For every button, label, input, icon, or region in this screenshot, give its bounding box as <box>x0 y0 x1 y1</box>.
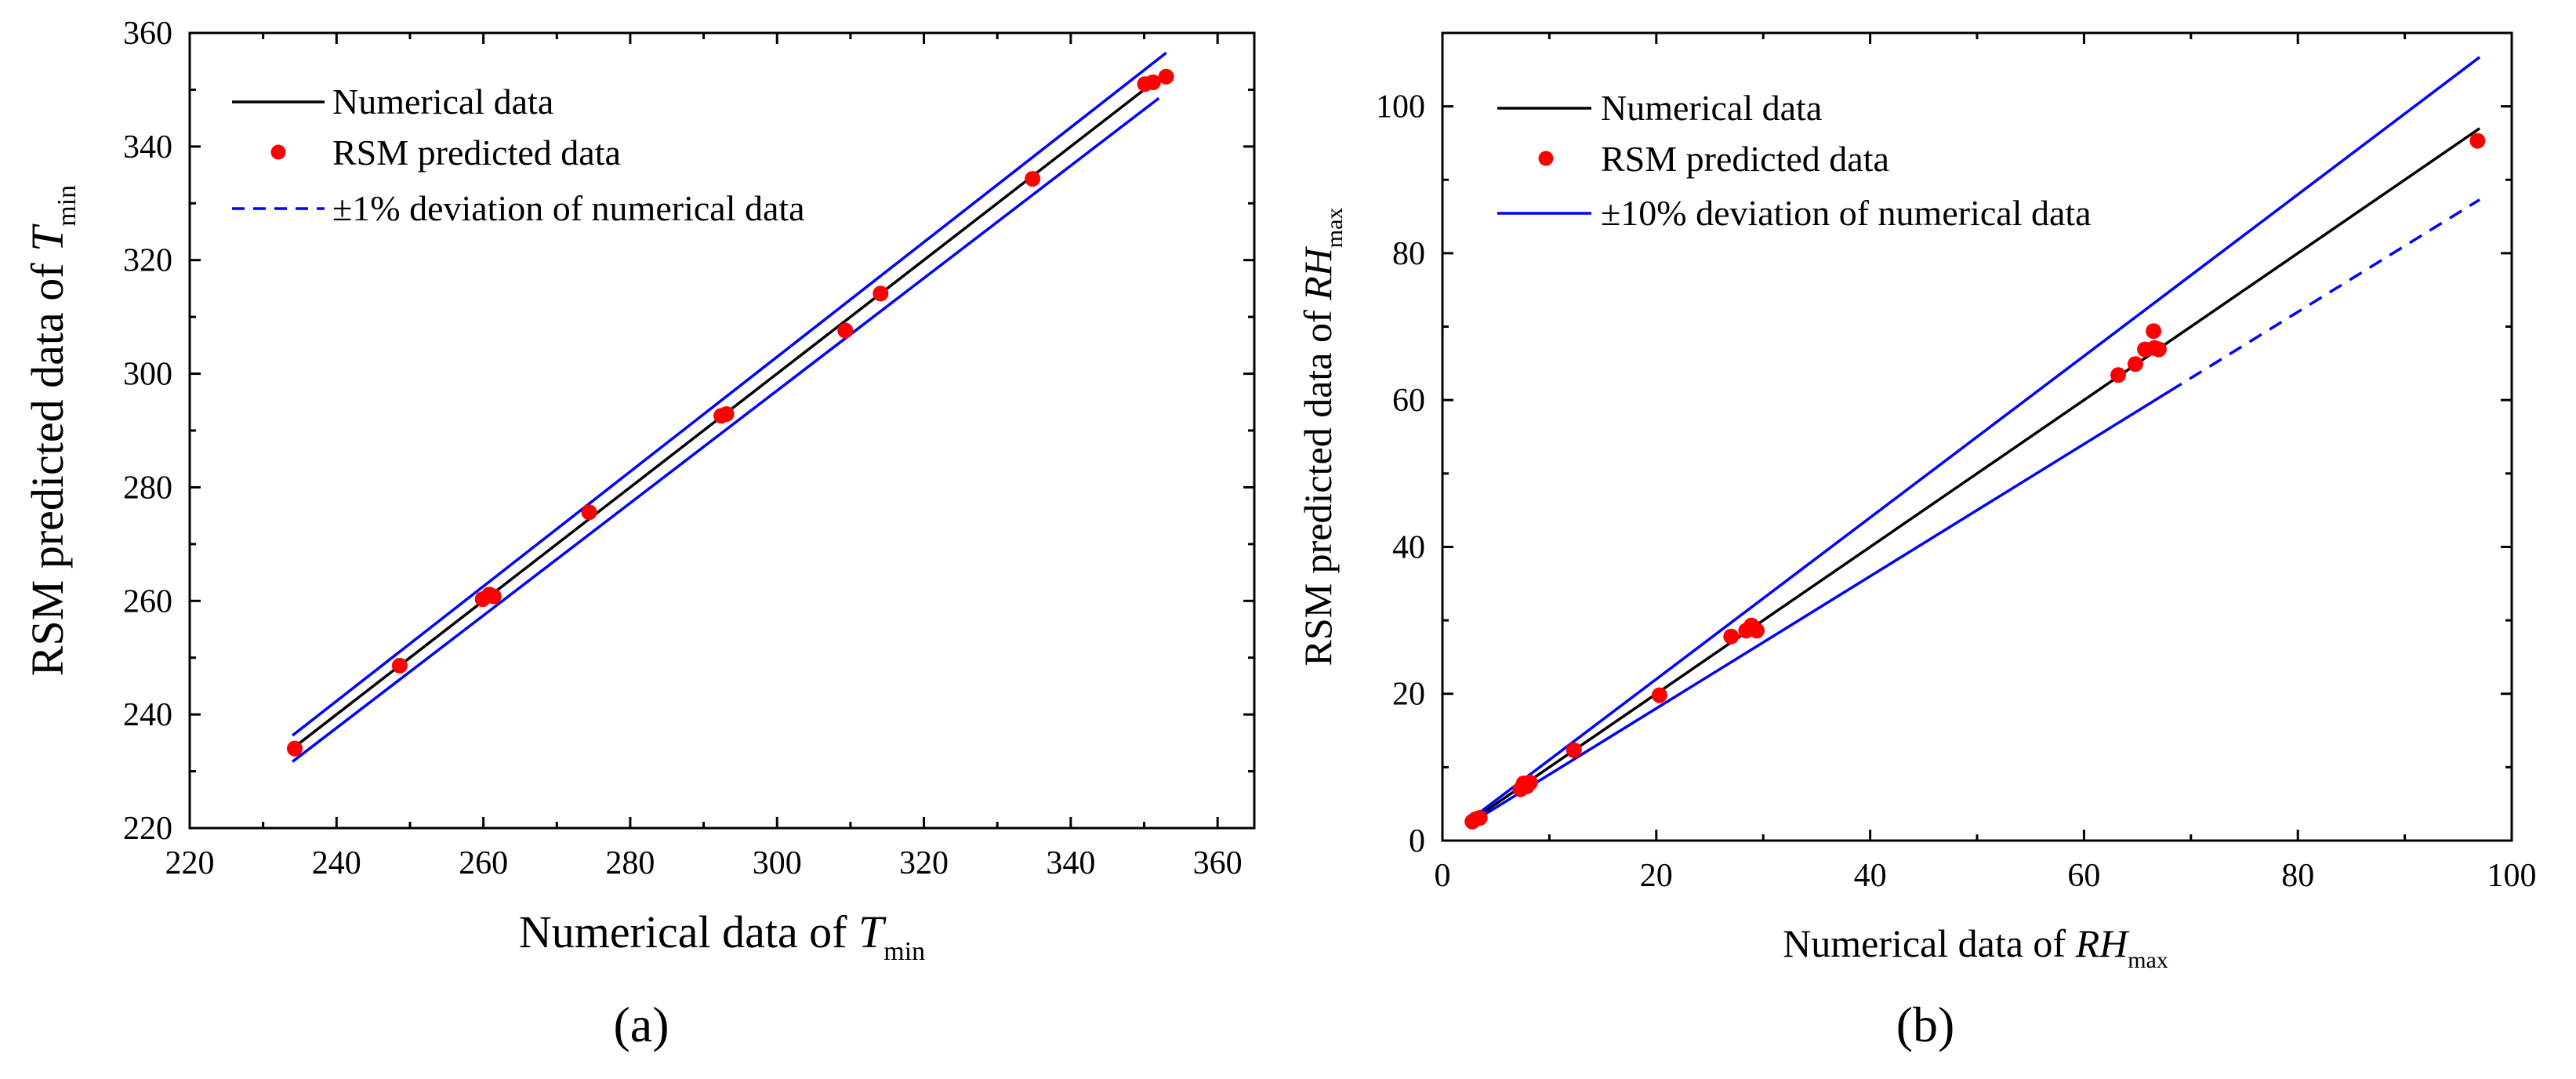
y-tick-label: 240 <box>123 697 172 733</box>
data-point <box>1749 623 1765 639</box>
data-point <box>1025 171 1041 187</box>
data-point <box>1651 687 1667 703</box>
y-tick-label: 300 <box>123 357 172 393</box>
x-tick-label: 340 <box>1046 845 1095 881</box>
x-tick-label: 240 <box>312 845 361 881</box>
y-tick-label: 80 <box>1392 236 1425 272</box>
data-point <box>485 588 502 605</box>
panel-caption: (b) <box>1896 997 1955 1052</box>
axis-ticks: 220 240 260 280 300 320 340 360 220 240 260 280 300 3… <box>123 16 1254 881</box>
data-point <box>2146 323 2162 340</box>
series-line <box>1468 390 2171 826</box>
data-point <box>2110 367 2126 383</box>
legend-label: Numerical data <box>1601 88 1822 128</box>
series-line <box>1468 56 2481 822</box>
data-point <box>1723 628 1740 645</box>
series-line <box>1468 127 2481 824</box>
y-tick-label: 40 <box>1392 529 1425 565</box>
panel-a: 220 240 260 280 300 320 340 360 220 240 260 280 300 3… <box>22 16 1256 1052</box>
x-tick-label: 320 <box>899 845 949 881</box>
x-tick-label: 40 <box>1854 858 1887 894</box>
x-tick-label: 20 <box>1640 858 1673 894</box>
legend-label: Numerical data <box>332 82 553 122</box>
panel-caption: (a) <box>613 997 669 1052</box>
x-tick-label: 260 <box>459 845 508 881</box>
legend-label: ±10% deviation of numerical data <box>1601 193 2092 233</box>
y-tick-label: 320 <box>123 243 172 279</box>
data-point <box>1522 775 1538 790</box>
data-point <box>286 740 303 757</box>
y-tick-label: 60 <box>1392 383 1425 419</box>
legend-label: ±1% deviation of numerical data <box>332 188 805 228</box>
x-tick-label: 80 <box>2281 858 2314 894</box>
series-line <box>2168 198 2481 393</box>
data-point <box>391 657 408 674</box>
y-tick-label: 0 <box>1409 823 1425 859</box>
y-tick-label: 360 <box>123 16 172 52</box>
y-tick-label: 20 <box>1392 677 1425 713</box>
axis-ticks: 0 20 40 60 80 100 0 20 40 60 80 100 <box>1376 31 2537 894</box>
y-tick-label: 220 <box>123 811 172 847</box>
y-tick-label: 340 <box>123 129 172 165</box>
data-point <box>1158 68 1174 85</box>
plot-area <box>1464 56 2486 830</box>
x-tick-label: 220 <box>165 845 215 881</box>
data-point <box>2469 133 2486 149</box>
legend-label: RSM predicted data <box>1601 139 1889 179</box>
data-point <box>2150 341 2167 358</box>
data-point <box>873 285 889 302</box>
data-point <box>2127 356 2143 372</box>
legend: Numerical data RSM predicted data ±10% d… <box>1497 88 2092 233</box>
plot-area <box>286 52 1174 763</box>
data-point <box>1566 742 1582 758</box>
x-tick-label: 100 <box>2487 858 2537 894</box>
series-line <box>292 52 1167 737</box>
legend-label: RSM predicted data <box>332 133 621 173</box>
x-axis-label: Numerical data of RHmax <box>1783 921 2168 973</box>
x-tick-label: 300 <box>753 845 802 881</box>
x-tick-label: 60 <box>2067 858 2100 894</box>
y-axis-label: RSM predicted data of Tmin <box>22 185 82 676</box>
data-point <box>1145 74 1161 90</box>
x-axis-label: Numerical data of Tmin <box>519 906 925 966</box>
y-tick-label: 100 <box>1376 89 1425 125</box>
data-point <box>1471 810 1488 826</box>
x-tick-label: 0 <box>1435 858 1451 894</box>
panel-b: 0 20 40 60 80 100 0 20 40 60 80 100 Numerical data … <box>1296 31 2537 1052</box>
x-tick-label: 360 <box>1193 845 1243 881</box>
y-axis-label: RSM predicted data of RHmax <box>1296 208 1348 667</box>
legend-marker-swatch <box>1538 151 1554 166</box>
y-tick-label: 260 <box>123 583 172 619</box>
y-tick-label: 280 <box>123 470 172 506</box>
data-point <box>718 406 735 422</box>
legend-marker-swatch <box>270 144 286 160</box>
series-line <box>292 96 1160 763</box>
legend: Numerical data RSM predicted data ±1% de… <box>232 82 805 228</box>
data-point <box>837 322 854 339</box>
data-point <box>581 504 597 521</box>
x-tick-label: 280 <box>605 845 655 881</box>
